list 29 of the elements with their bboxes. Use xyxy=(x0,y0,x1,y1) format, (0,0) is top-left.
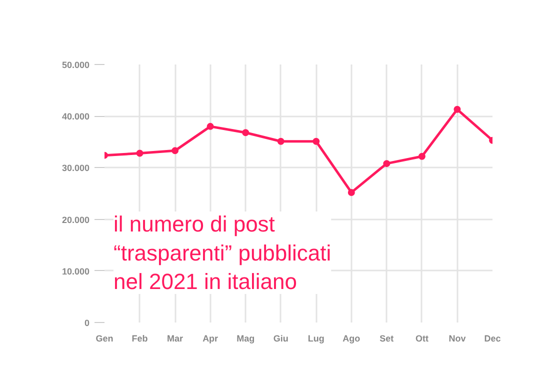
point xyxy=(348,188,355,196)
point xyxy=(242,129,250,136)
x-tick-label: Nov xyxy=(448,334,466,344)
point xyxy=(136,150,144,157)
point xyxy=(418,152,426,160)
y-tick-label: 50.000 xyxy=(62,60,90,70)
y-tick-label: 0 xyxy=(84,318,90,328)
y-tick-label: 10.000 xyxy=(62,266,90,276)
x-tick-label: Ott xyxy=(415,334,428,344)
x-tick-label: Mar xyxy=(167,334,184,344)
annotation: il numero di post “trasparenti” pubblicati nel 2021 in italiano xyxy=(114,212,332,294)
x-tick-label: Mag xyxy=(236,334,255,344)
point xyxy=(206,122,214,130)
x-tick-label: Ago xyxy=(342,334,361,344)
x-tick-label: Lug xyxy=(308,334,324,344)
y-tick-label: 40.000 xyxy=(62,112,90,122)
x-tick-label: Gen xyxy=(96,334,114,344)
x-tick-label: Apr xyxy=(202,334,219,344)
point xyxy=(454,106,461,113)
x-tick-label: Feb xyxy=(132,334,148,344)
point xyxy=(277,138,284,145)
point xyxy=(312,138,320,145)
y-tick-label: 20.000 xyxy=(62,214,90,225)
point xyxy=(383,160,390,168)
x-tick-label: Giu xyxy=(273,334,288,344)
point xyxy=(172,147,179,154)
y-tick-label: 30.000 xyxy=(62,163,90,174)
x-tick-label: Dec xyxy=(484,334,501,344)
x-tick-label: Set xyxy=(380,334,394,344)
